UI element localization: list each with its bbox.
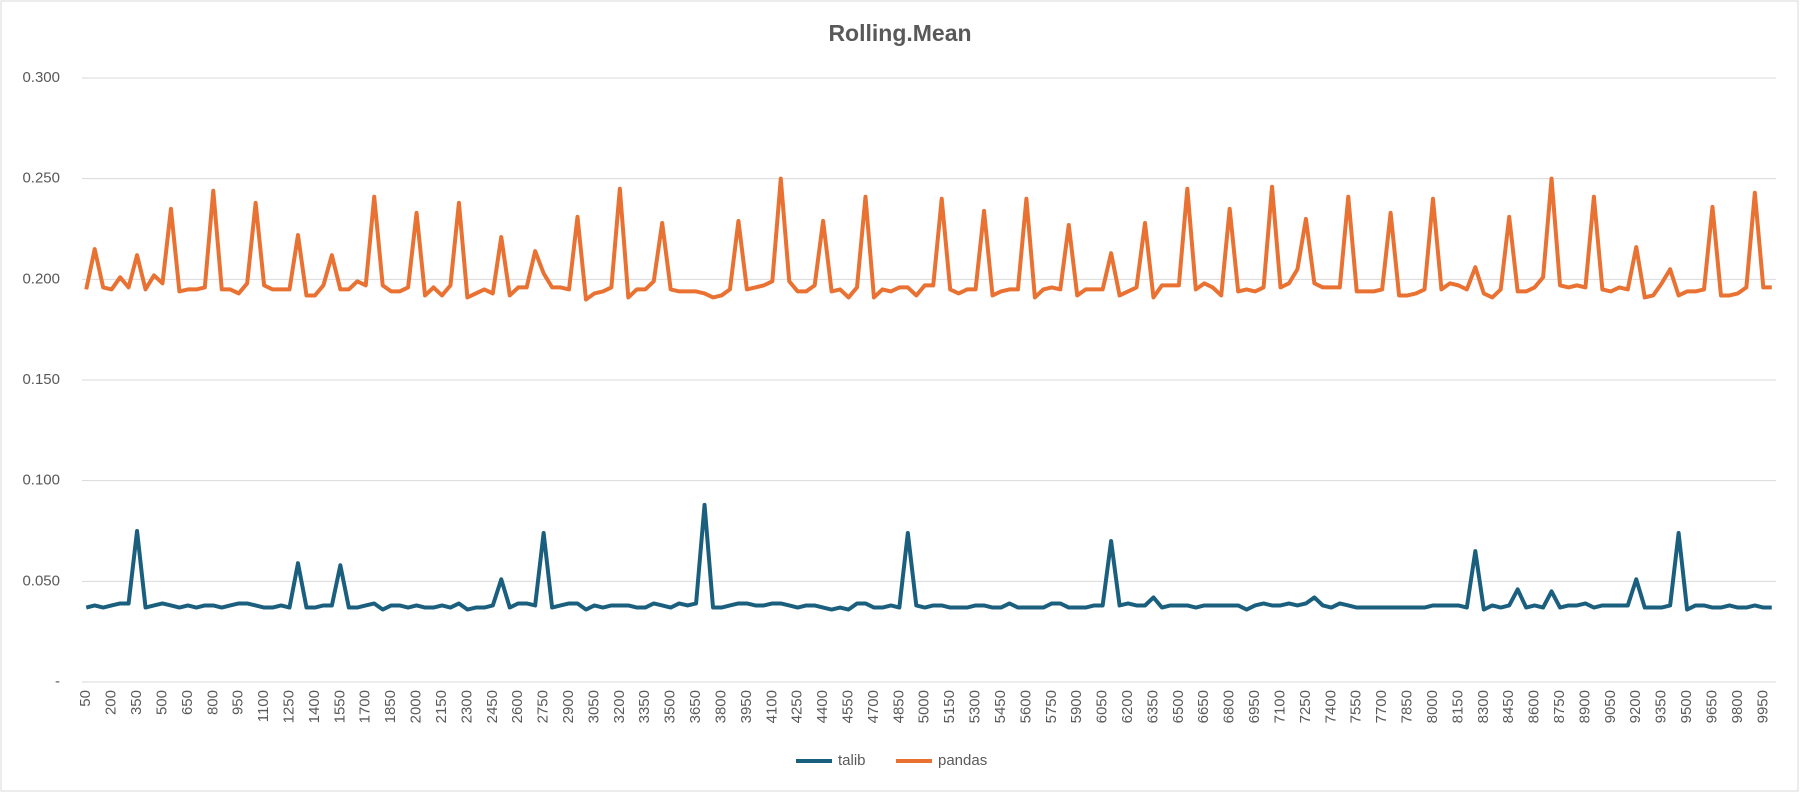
x-tick-label: 200 <box>103 690 120 715</box>
x-tick-label: 2000 <box>408 690 425 723</box>
x-tick-label: 1100 <box>255 690 272 722</box>
x-tick-label: 950 <box>230 690 247 715</box>
x-tick-label: 7100 <box>1271 690 1288 723</box>
x-tick-label: 9050 <box>1602 690 1619 723</box>
x-tick-label: 4250 <box>789 690 806 723</box>
x-tick-label: 4550 <box>840 690 857 723</box>
x-tick-label: 6350 <box>1144 690 1161 723</box>
x-tick-label: 8750 <box>1551 690 1568 723</box>
x-tick-label: 4700 <box>865 690 882 723</box>
x-tick-label: 3500 <box>662 690 679 723</box>
chart-title: Rolling.Mean <box>828 20 971 46</box>
y-tick-label: - <box>55 673 60 690</box>
x-tick-label: 9500 <box>1678 690 1695 723</box>
line-series <box>84 176 1772 302</box>
x-tick-label: 2300 <box>458 690 475 723</box>
x-tick-label: 3050 <box>585 690 602 723</box>
x-tick-label: 2900 <box>560 690 577 723</box>
x-tick-label: 1850 <box>382 690 399 723</box>
x-tick-label: 3650 <box>687 690 704 723</box>
x-tick-label: 2150 <box>433 690 450 723</box>
x-tick-label: 8900 <box>1576 690 1593 723</box>
x-tick-label: 650 <box>179 690 196 715</box>
x-tick-label: 8300 <box>1475 690 1492 723</box>
x-tick-label: 7550 <box>1348 690 1365 723</box>
x-tick-label: 1400 <box>306 690 323 723</box>
x-tick-label: 6500 <box>1170 690 1187 723</box>
y-tick-label: 0.250 <box>22 170 60 187</box>
x-tick-label: 8000 <box>1424 690 1441 723</box>
y-tick-label: 0.150 <box>22 371 60 388</box>
x-tick-label: 3350 <box>636 690 653 723</box>
x-tick-label: 7700 <box>1373 690 1390 723</box>
x-tick-label: 2750 <box>535 690 552 723</box>
x-tick-label: 500 <box>153 690 170 715</box>
x-tick-label: 1700 <box>357 690 374 723</box>
x-tick-label: 5750 <box>1043 690 1060 723</box>
x-tick-label: 4850 <box>890 690 907 723</box>
x-tick-label: 8150 <box>1449 690 1466 723</box>
x-tick-label: 2450 <box>484 690 501 723</box>
y-tick-label: 0.200 <box>22 270 60 287</box>
x-tick-label: 9200 <box>1627 690 1644 723</box>
x-tick-label: 9650 <box>1703 690 1720 723</box>
x-tick-label: 9950 <box>1754 690 1771 723</box>
x-tick-label: 7400 <box>1322 690 1339 723</box>
y-tick-label: 0.300 <box>22 69 60 86</box>
x-tick-label: 5600 <box>1017 690 1034 723</box>
x-tick-label: 6950 <box>1246 690 1263 723</box>
x-tick-label: 7250 <box>1297 690 1314 723</box>
x-tick-label: 5000 <box>916 690 933 723</box>
x-tick-label: 6800 <box>1221 690 1238 723</box>
x-tick-label: 5900 <box>1068 690 1085 723</box>
x-tick-label: 800 <box>204 690 221 715</box>
x-tick-label: 1550 <box>331 690 348 723</box>
x-tick-label: 6650 <box>1195 690 1212 723</box>
y-tick-label: 0.050 <box>22 572 60 589</box>
x-tick-label: 5150 <box>941 690 958 723</box>
x-tick-label: 5450 <box>992 690 1009 723</box>
x-tick-label: 7850 <box>1399 690 1416 723</box>
x-tick-label: 9350 <box>1653 690 1670 723</box>
legend-label: talib <box>838 752 866 769</box>
y-tick-label: 0.100 <box>22 472 60 489</box>
x-tick-label: 6050 <box>1094 690 1111 723</box>
x-tick-label: 350 <box>128 690 145 715</box>
x-tick-label: 3800 <box>712 690 729 723</box>
x-tick-label: 4400 <box>814 690 831 723</box>
x-tick-label: 4100 <box>763 690 780 723</box>
x-tick-label: 8600 <box>1526 690 1543 723</box>
legend-label: pandas <box>938 752 987 769</box>
x-tick-label: 3200 <box>611 690 628 723</box>
x-tick-label: 8450 <box>1500 690 1517 723</box>
x-tick-label: 1250 <box>280 690 297 723</box>
x-tick-label: 3950 <box>738 690 755 723</box>
x-tick-label: 6200 <box>1119 690 1136 723</box>
x-tick-label: 5300 <box>967 690 984 723</box>
x-tick-label: 9800 <box>1729 690 1746 723</box>
x-tick-label: 2600 <box>509 690 526 723</box>
line-series <box>85 502 1772 612</box>
x-tick-label: 50 <box>77 690 94 707</box>
